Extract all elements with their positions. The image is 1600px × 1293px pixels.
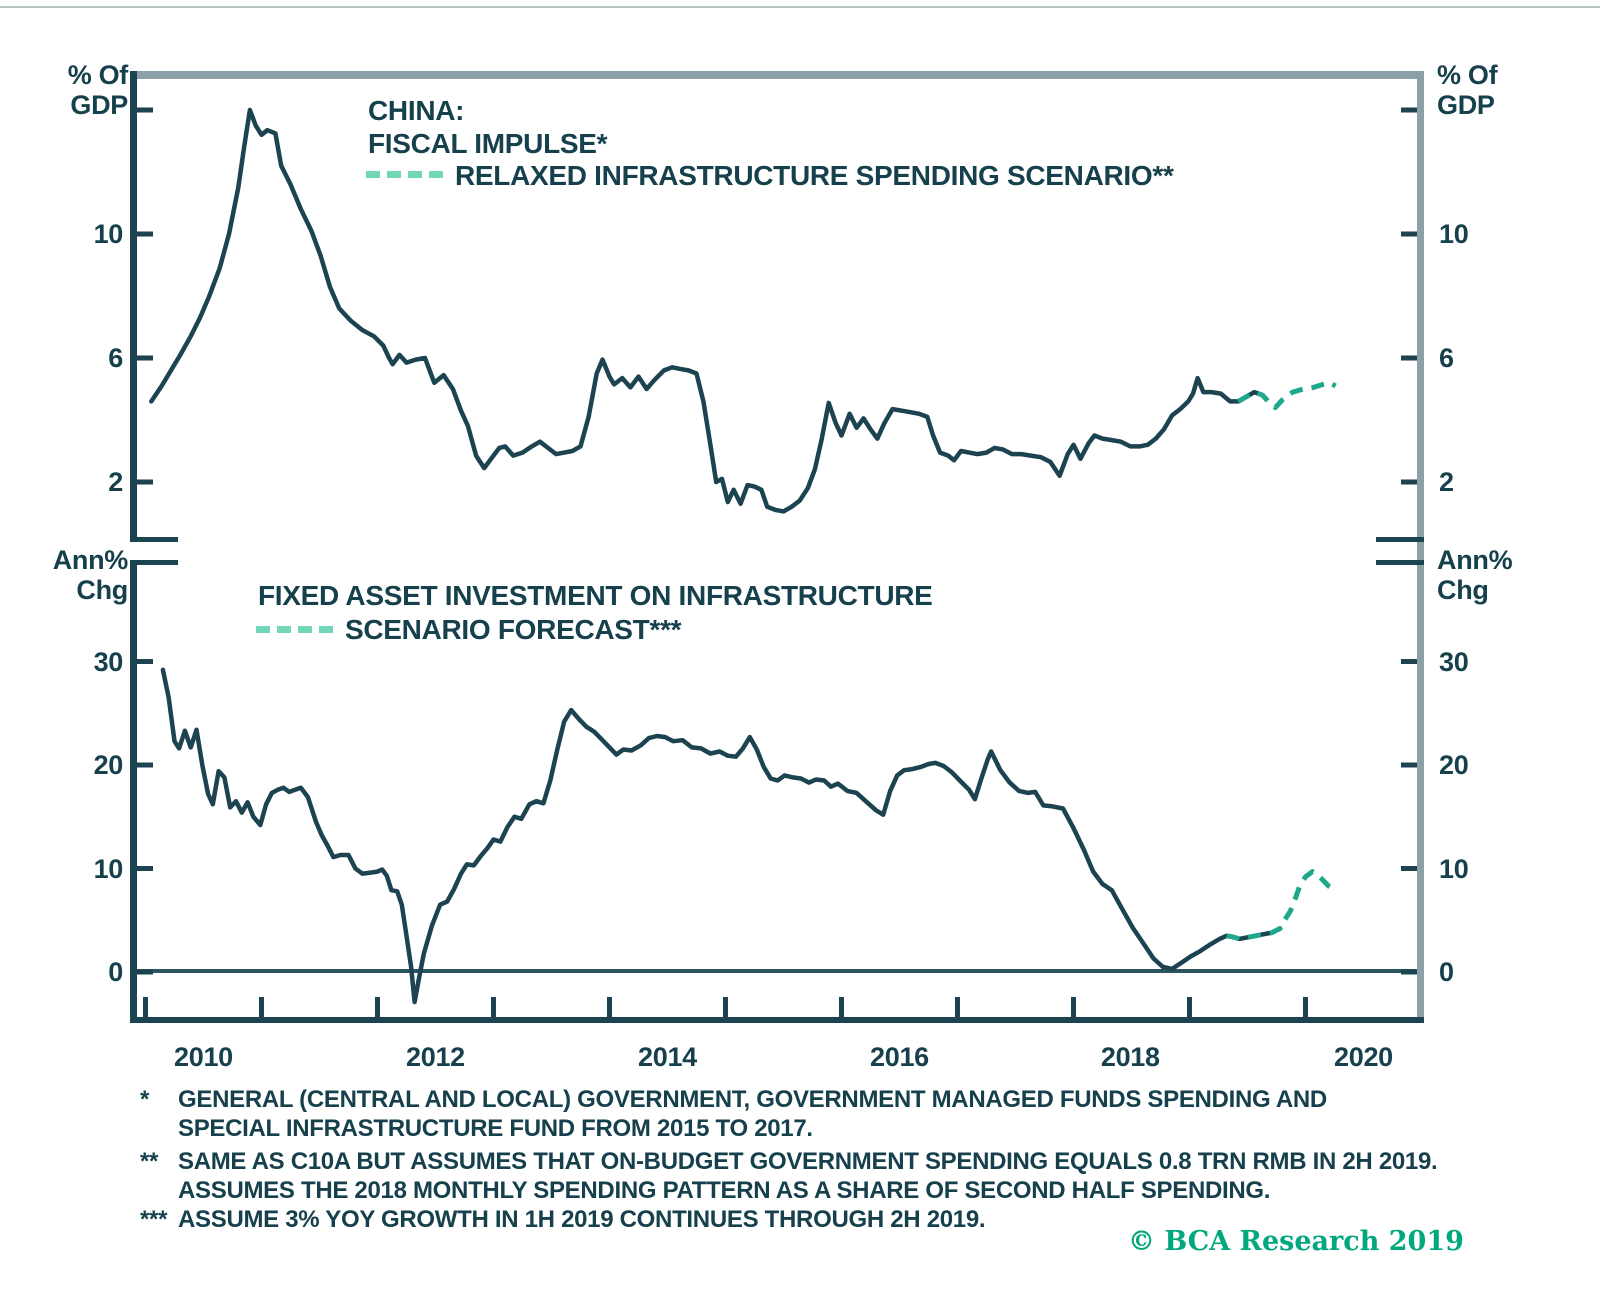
zero-gridline (137, 969, 1417, 973)
top-history-line (149, 107, 1265, 514)
bottom-panel-ytick-label-left: 30 (93, 646, 124, 677)
x-axis-year-label: 2010 (174, 1042, 233, 1072)
bottom-panel-top-cap-left (130, 560, 178, 565)
top-scenario-legend-swatch (366, 171, 446, 178)
tick-mark (1401, 969, 1417, 975)
tick-mark (137, 659, 153, 664)
tick-mark (1401, 659, 1417, 664)
bottom-panel-ytick-label-right: 30 (1439, 646, 1469, 677)
tick-mark (1302, 997, 1308, 1017)
bottom-panel-top-cap-right (1376, 560, 1424, 565)
top-panel-ytick-label-right: 2 (1439, 467, 1454, 497)
right-axis-line (1417, 71, 1424, 1023)
left-axis-top-panel (130, 71, 137, 542)
tick-mark (1401, 479, 1417, 485)
tick-mark (137, 479, 153, 485)
tick-mark (1401, 231, 1417, 237)
footnote-marker: * (140, 1086, 150, 1113)
tick-mark (137, 107, 153, 113)
footnote-marker: ** (140, 1148, 159, 1175)
bottom-left-unit-label: Ann% Chg (52, 545, 129, 605)
top-right-unit-label: % Of GDP (1437, 60, 1498, 120)
top-panel-ytick-label-left: 6 (108, 343, 123, 373)
top-scenario-line (1236, 380, 1337, 411)
bottom-scenario-legend-swatch (256, 626, 336, 633)
bca-research-logo: © BCA Research 2019 (1128, 1226, 1464, 1257)
tick-mark (838, 997, 844, 1017)
footnote-text: SAME AS C10A BUT ASSUMES THAT ON-BUDGET … (178, 1148, 1438, 1175)
tick-mark (722, 997, 728, 1017)
top-title-line1: CHINA: (368, 95, 465, 126)
bottom-panel-ytick-label-right: 10 (1439, 853, 1469, 884)
tick-mark (137, 231, 153, 237)
top-scenario-legend-label: RELAXED INFRASTRUCTURE SPENDING SCENARIO… (455, 160, 1174, 191)
tick-mark (1401, 355, 1417, 361)
tick-mark (258, 997, 264, 1017)
tick-mark (142, 997, 148, 1017)
bottom-title-line1: FIXED ASSET INVESTMENT ON INFRASTRUCTURE (258, 580, 933, 611)
bottom-panel-ytick-label-left: 10 (93, 853, 124, 884)
bottom-panel-ytick-label-right: 20 (1439, 750, 1469, 780)
tick-mark (606, 997, 612, 1017)
bottom-panel-ytick-label-right: 0 (1439, 957, 1454, 987)
x-axis-year-label: 2014 (638, 1042, 697, 1072)
bottom-axis-line (130, 1017, 1424, 1023)
bottom-scenario-legend-label: SCENARIO FORECAST*** (345, 614, 682, 645)
tick-mark (1401, 762, 1417, 768)
tick-mark (1401, 107, 1417, 113)
bottom-panel-ytick-label-left: 0 (108, 957, 123, 987)
tick-mark (1186, 997, 1192, 1017)
x-axis-year-label: 2020 (1334, 1042, 1393, 1072)
page-top-rule (0, 6, 1600, 8)
footnote-text: ASSUMES THE 2018 MONTHLY SPENDING PATTER… (178, 1177, 1271, 1204)
x-axis-year-label: 2016 (870, 1042, 929, 1072)
tick-mark (1070, 997, 1076, 1017)
left-axis-bottom-panel (130, 560, 137, 1017)
top-title-line2: FISCAL IMPULSE* (368, 128, 608, 159)
footnote-text: ASSUME 3% YOY GROWTH IN 1H 2019 CONTINUE… (178, 1206, 986, 1233)
x-axis-year-label: 2012 (406, 1042, 465, 1072)
top-frame-line (130, 71, 1424, 79)
tick-mark (137, 866, 153, 871)
top-panel-ytick-label-right: 10 (1439, 219, 1469, 249)
bottom-panel-ytick-label-left: 20 (93, 750, 124, 780)
tick-mark (490, 997, 496, 1017)
tick-mark (137, 762, 153, 768)
footnote-marker: *** (140, 1206, 168, 1233)
x-axis-year-label: 2018 (1100, 1042, 1160, 1072)
top-left-unit-label: % Of GDP (67, 60, 129, 120)
tick-mark (1401, 866, 1417, 871)
top-panel-ytick-label-left: 2 (108, 467, 123, 497)
top-panel-ytick-label-left: 10 (93, 219, 124, 249)
tick-mark (137, 355, 153, 361)
tick-mark (374, 997, 380, 1017)
bottom-history-line (160, 667, 1283, 1005)
footnote-text: GENERAL (CENTRAL AND LOCAL) GOVERNMENT, … (178, 1086, 1327, 1113)
tick-mark (137, 969, 153, 975)
top-panel-bottom-cap-left (130, 537, 178, 542)
tick-mark (954, 997, 960, 1017)
bottom-scenario-line (1226, 869, 1337, 942)
bottom-right-unit-label: Ann% Chg (1437, 545, 1513, 605)
axis-ticks (137, 107, 1417, 1017)
footnote-text: SPECIAL INFRASTRUCTURE FUND FROM 2015 TO… (178, 1115, 813, 1142)
top-panel-bottom-cap-right (1376, 537, 1424, 542)
top-panel-ytick-label-right: 6 (1439, 343, 1454, 373)
